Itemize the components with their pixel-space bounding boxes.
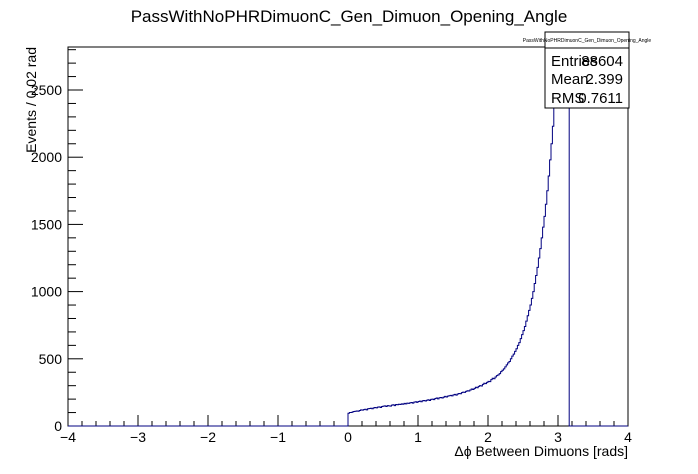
- stats-mean-label: Mean: [551, 71, 589, 88]
- x-tick-label: 4: [624, 429, 632, 445]
- y-tick-label: 500: [39, 351, 63, 367]
- y-tick-label: 1000: [31, 284, 62, 300]
- x-tick-label: 3: [554, 429, 562, 445]
- y-tick-label: 1500: [31, 216, 62, 232]
- stats-entries-label: Entries: [551, 53, 598, 70]
- stats-entries-value: 88604: [581, 53, 623, 70]
- plot-frame: [67, 46, 629, 427]
- x-axis-tick-labels: −4 −3 −2 −1 0 1 2 3 4: [60, 429, 632, 445]
- stats-rms-label: RMS: [551, 90, 584, 107]
- x-axis-ticks: [67, 415, 629, 426]
- x-tick-label: −1: [270, 429, 286, 445]
- x-tick-label: −3: [130, 429, 146, 445]
- stats-box-frame: [544, 31, 630, 109]
- stats-rms-value: 0.7611: [578, 90, 623, 107]
- stats-box: PassWithNoPHRDimuonC_Gen_Dimuon_Opening_…: [523, 31, 652, 109]
- stats-histogram-name: PassWithNoPHRDimuonC_Gen_Dimuon_Opening_…: [523, 38, 652, 44]
- x-tick-label: 2: [484, 429, 492, 445]
- x-axis-title: Δϕ Between Dimuons [rads]: [454, 443, 628, 459]
- y-axis-tick-labels: 0 500 1000 1500 2000 2500: [31, 82, 62, 434]
- stats-mean-value: 2.399: [585, 71, 623, 88]
- y-tick-label: 2000: [31, 149, 62, 165]
- x-tick-label: 0: [344, 429, 352, 445]
- chart-title: PassWithNoPHRDimuonC_Gen_Dimuon_Opening_…: [131, 7, 568, 26]
- x-tick-label: −2: [200, 429, 216, 445]
- x-tick-label: 1: [414, 429, 422, 445]
- y-axis-title: Events / 0.02 rad: [23, 47, 39, 153]
- histogram-series-line: [68, 46, 628, 427]
- x-tick-label: −4: [60, 429, 76, 445]
- y-tick-label: 0: [54, 418, 62, 434]
- y-axis-ticks: [68, 49, 83, 427]
- y-tick-label: 2500: [31, 82, 62, 98]
